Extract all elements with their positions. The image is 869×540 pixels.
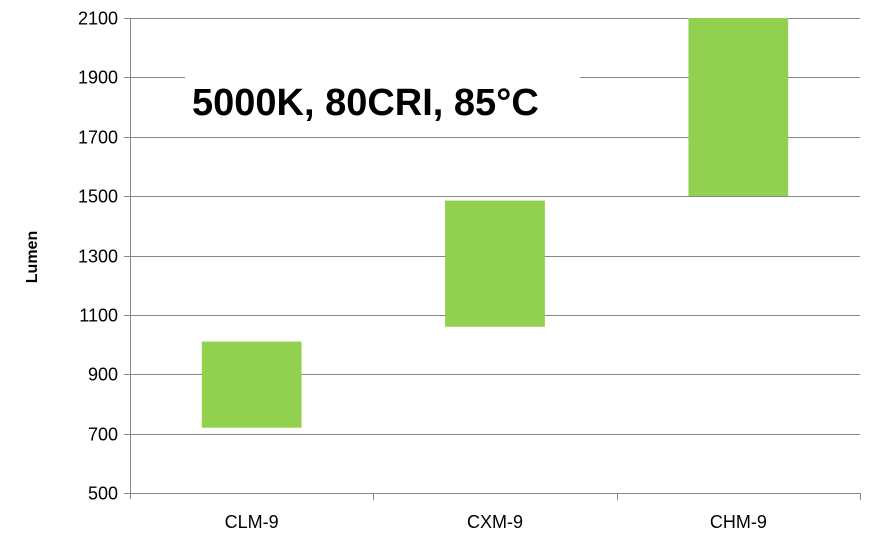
y-tick-label: 1300 <box>78 247 118 267</box>
y-tick-label: 700 <box>88 425 118 445</box>
y-tick-label: 1700 <box>78 128 118 148</box>
range-bar-chm-9 <box>688 18 789 197</box>
x-tick-label: CXM-9 <box>467 512 523 532</box>
y-tick-label: 900 <box>88 365 118 385</box>
y-tick-label: 2100 <box>78 9 118 29</box>
range-bar-clm-9 <box>201 341 302 428</box>
y-axis-label: Lumen <box>24 231 41 283</box>
y-tick-labels: 500 700 900 1100 1300 1500 1700 1900 2100 <box>78 9 118 504</box>
range-bars <box>201 18 789 428</box>
title-background <box>185 65 580 130</box>
axes <box>124 18 861 500</box>
x-tick-label: CHM-9 <box>710 512 767 532</box>
x-tick-label: CLM-9 <box>225 512 279 532</box>
y-tick-label: 1900 <box>78 68 118 88</box>
y-tick-label: 1500 <box>78 187 118 207</box>
range-bar-cxm-9 <box>445 200 545 327</box>
y-tick-label: 500 <box>88 484 118 504</box>
y-tick-label: 1100 <box>79 306 118 326</box>
chart-title: 5000K, 80CRI, 85°C <box>192 82 539 124</box>
x-tick-labels: CLM-9 CXM-9 CHM-9 <box>225 512 767 532</box>
